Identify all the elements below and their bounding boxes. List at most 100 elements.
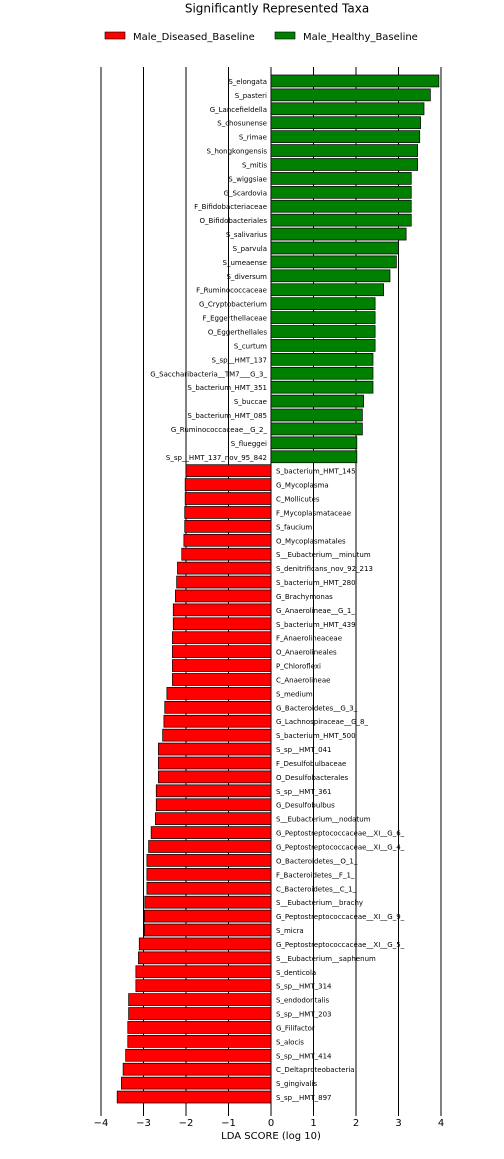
category-label: S_diversum xyxy=(226,273,267,281)
bar xyxy=(155,784,272,798)
category-label: S_flueggei xyxy=(231,440,267,448)
bar xyxy=(270,436,358,450)
category-label: G_Bacteroidetes__G_3_ xyxy=(276,704,358,712)
bar xyxy=(148,840,272,853)
bar xyxy=(270,311,376,324)
category-label: S_denticola xyxy=(276,969,316,977)
bar xyxy=(144,923,272,937)
category-label: S_wiggsiae xyxy=(228,175,267,183)
bar xyxy=(183,533,272,547)
bar xyxy=(128,1007,272,1020)
category-label: S_sp__HMT_897 xyxy=(276,1094,331,1102)
bar xyxy=(144,895,272,909)
category-label: S_elongata xyxy=(228,78,267,86)
category-label: G_Peptostreptococcaceae__XI__G_6_ xyxy=(276,830,405,838)
bar xyxy=(172,645,272,658)
bar xyxy=(270,116,421,130)
category-label: S_alocis xyxy=(276,1038,304,1046)
category-label: F_Eggerthellaceae xyxy=(203,315,267,323)
category-label: O_Eggerthellales xyxy=(208,329,267,337)
category-label: S_micra xyxy=(276,927,304,935)
bar xyxy=(158,770,272,784)
bar xyxy=(158,756,272,770)
category-label: G_Saccharibacteria__TM7___G_3_ xyxy=(150,370,267,378)
category-label: S_bacterium_HMT_351 xyxy=(187,384,267,392)
category-label: S_faucium xyxy=(276,523,312,531)
bar xyxy=(128,993,272,1006)
category-label: S_buccae xyxy=(234,398,267,406)
category-label: S_sp__HMT_137 xyxy=(212,356,267,364)
category-label: S_parvula xyxy=(233,245,267,253)
bar xyxy=(270,172,412,185)
category-label: S__Eubacterium__brachy xyxy=(276,899,363,907)
category-label: S_sp__HMT_361 xyxy=(276,788,331,796)
category-label: G_Peptostreptococcaceae__XI__G_5_ xyxy=(276,941,405,949)
legend-label: Male_Healthy_Baseline xyxy=(303,32,418,43)
bar xyxy=(270,450,358,464)
x-tick-label: 4 xyxy=(438,1118,444,1129)
bar xyxy=(122,1062,272,1076)
bar xyxy=(146,854,272,867)
category-label: S_pasteri xyxy=(235,92,267,100)
bar xyxy=(270,130,421,143)
bar xyxy=(270,88,431,102)
bar xyxy=(270,199,412,213)
category-label: S__Eubacterium__saphenum xyxy=(276,955,376,963)
bar xyxy=(270,102,425,116)
category-label: F_Desulfobulbaceae xyxy=(276,760,346,768)
bar xyxy=(184,506,272,519)
bar xyxy=(116,1090,272,1104)
bar xyxy=(270,241,399,255)
category-label: O_Bacteroidetes__O_1_ xyxy=(276,857,358,865)
bar xyxy=(185,464,272,478)
category-label: O_Anaerolineales xyxy=(276,649,337,657)
category-label: S_umeaense xyxy=(223,259,268,267)
category-label: S_hongkongensis xyxy=(207,148,268,156)
bar xyxy=(270,297,376,310)
bar xyxy=(146,881,272,895)
category-label: G_Mycoplasma xyxy=(276,482,329,490)
bar xyxy=(270,158,418,171)
category-label: G_Peptostreptococcaceae__XI__G_9_ xyxy=(276,913,405,921)
x-tick-label: 2 xyxy=(353,1118,359,1129)
bar xyxy=(166,687,272,700)
bar xyxy=(184,492,272,505)
category-label: O_Mycoplasmatales xyxy=(276,537,346,545)
category-label: G_Scardovia xyxy=(224,189,267,197)
category-label: F_Anaerolineaceae xyxy=(276,635,342,643)
category-label: S_rimae xyxy=(239,134,267,142)
bar xyxy=(270,353,374,366)
bar xyxy=(184,520,272,533)
x-axis-label: LDA SCORE (log 10) xyxy=(221,1131,321,1142)
bar xyxy=(176,575,272,589)
category-label: G_Cryptobacterium xyxy=(199,301,267,309)
category-label: F_Mycoplasmataceae xyxy=(276,509,351,517)
category-label: S_bacterium_HMT_145 xyxy=(276,468,356,476)
category-label: S_sp__HMT_137_nov_95_842 xyxy=(166,454,267,462)
bar xyxy=(270,339,376,352)
chart-title: Significantly Represented Taxa xyxy=(185,2,369,16)
bar xyxy=(270,213,412,227)
bar xyxy=(172,673,272,686)
category-label: P_Chloroflexi xyxy=(276,663,321,671)
bar xyxy=(150,826,272,839)
category-label: C_Mollicutes xyxy=(276,496,320,504)
category-label: F_Bifidobacteriaceae xyxy=(194,203,267,211)
bar xyxy=(270,144,418,157)
category-label: S_salivarius xyxy=(226,231,267,239)
category-label: O_Desulfobacterales xyxy=(276,774,349,782)
category-label: S_endodontalis xyxy=(276,997,329,1005)
category-label: C_Deltaproteobacteria xyxy=(276,1066,355,1074)
bar xyxy=(181,547,272,561)
bar xyxy=(163,714,272,728)
bar xyxy=(138,937,272,951)
category-label: F_Bacteroidetes__F_1_ xyxy=(276,871,355,879)
bar xyxy=(125,1048,272,1062)
bar xyxy=(172,603,272,617)
category-label: G_Ruminococcaceae__G_2_ xyxy=(171,426,268,434)
bar xyxy=(155,798,272,812)
category-label: G_Desulfobulbus xyxy=(276,802,335,810)
bar xyxy=(172,659,272,672)
bar xyxy=(172,617,272,631)
category-label: C_Bacteroidetes__C_1_ xyxy=(276,885,357,893)
